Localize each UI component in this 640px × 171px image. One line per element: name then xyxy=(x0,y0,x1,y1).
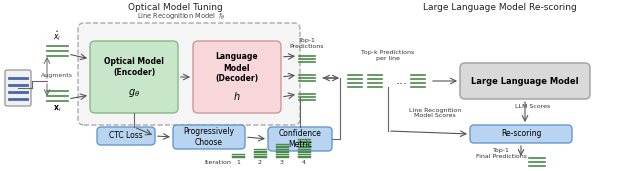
Text: $\hat{x}_i$: $\hat{x}_i$ xyxy=(53,29,61,43)
FancyBboxPatch shape xyxy=(90,41,178,113)
Text: Top-k Predictions
per line: Top-k Predictions per line xyxy=(362,50,415,61)
Text: Confidence
Metric: Confidence Metric xyxy=(278,129,321,149)
Text: Line Recognition
Model Scores: Line Recognition Model Scores xyxy=(409,108,461,118)
Text: Iteration: Iteration xyxy=(205,160,232,165)
FancyBboxPatch shape xyxy=(460,63,590,99)
Text: 3: 3 xyxy=(280,160,284,165)
FancyBboxPatch shape xyxy=(78,23,300,125)
FancyBboxPatch shape xyxy=(5,70,31,106)
Text: ...: ... xyxy=(396,75,408,88)
Text: Large Language Model: Large Language Model xyxy=(471,76,579,86)
FancyBboxPatch shape xyxy=(173,125,245,149)
Text: $\mathbf{x}_i$: $\mathbf{x}_i$ xyxy=(52,104,61,115)
Text: Model: Model xyxy=(224,64,250,73)
FancyBboxPatch shape xyxy=(97,127,155,145)
Text: (Encoder): (Encoder) xyxy=(113,68,155,77)
Text: $g_\theta$: $g_\theta$ xyxy=(128,87,140,99)
Text: 4: 4 xyxy=(302,160,306,165)
Text: LLM Scores: LLM Scores xyxy=(515,104,550,109)
Text: 1: 1 xyxy=(236,160,240,165)
FancyBboxPatch shape xyxy=(470,125,572,143)
Text: Large Language Model Re-scoring: Large Language Model Re-scoring xyxy=(423,3,577,12)
Text: Line Recognition Model  $f_\theta$: Line Recognition Model $f_\theta$ xyxy=(137,11,225,22)
Text: Progressively
Choose: Progressively Choose xyxy=(184,127,234,147)
Text: Re-scoring: Re-scoring xyxy=(501,129,541,139)
Text: Top-1
Predictions: Top-1 Predictions xyxy=(290,38,324,49)
Text: 2: 2 xyxy=(258,160,262,165)
Text: Augments: Augments xyxy=(41,74,73,78)
Text: Language: Language xyxy=(216,52,259,61)
Text: (Decoder): (Decoder) xyxy=(216,74,259,83)
Text: Optical Model: Optical Model xyxy=(104,57,164,66)
Text: CTC Loss: CTC Loss xyxy=(109,131,143,141)
Text: Optical Model Tuning: Optical Model Tuning xyxy=(127,3,222,12)
Text: $h$: $h$ xyxy=(233,90,241,102)
Text: Top-1
Final Predictions: Top-1 Final Predictions xyxy=(476,148,527,159)
FancyBboxPatch shape xyxy=(193,41,281,113)
FancyBboxPatch shape xyxy=(268,127,332,151)
